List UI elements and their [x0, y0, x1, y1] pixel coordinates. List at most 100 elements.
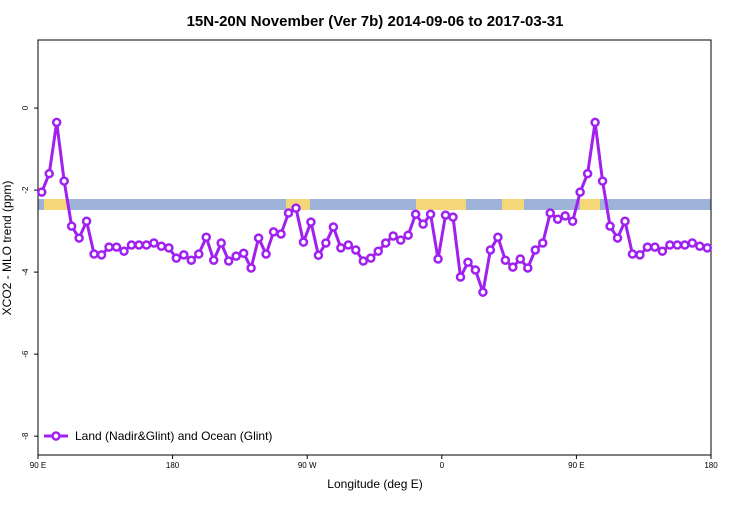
- x-tick-label: 180: [166, 461, 180, 470]
- y-tick-label: -8: [21, 432, 30, 440]
- land-patch: [502, 199, 524, 210]
- data-point: [283, 208, 294, 218]
- y-tick-label: 0: [21, 105, 30, 110]
- data-point: [597, 176, 608, 186]
- data-point: [455, 272, 466, 282]
- data-point: [194, 249, 204, 259]
- data-point: [156, 241, 167, 252]
- data-point: [89, 249, 99, 259]
- data-point: [276, 229, 286, 239]
- data-point: [119, 246, 129, 256]
- data-point: [657, 246, 668, 256]
- data-point: [306, 217, 316, 227]
- data-point: [687, 238, 698, 248]
- data-point: [575, 187, 585, 197]
- data-point: [627, 249, 638, 259]
- data-point: [134, 240, 144, 250]
- y-axis-label: XCO2 - MLO trend (ppm): [0, 181, 14, 316]
- x-tick-label: 90 W: [298, 461, 317, 470]
- data-point: [66, 221, 77, 231]
- data-point: [425, 209, 436, 220]
- data-point: [321, 238, 331, 248]
- data-point: [403, 230, 413, 240]
- data-point: [612, 233, 623, 243]
- data-point: [538, 238, 548, 248]
- legend-label: Land (Nadir&Glint) and Ocean (Glint): [75, 429, 272, 443]
- data-point: [59, 176, 69, 186]
- data-point: [478, 287, 488, 297]
- data-point: [702, 243, 713, 253]
- data-point: [500, 255, 511, 265]
- data-point: [695, 241, 705, 252]
- data-point: [672, 240, 683, 250]
- data-point: [126, 240, 137, 250]
- data-point: [650, 242, 660, 252]
- data-point: [523, 263, 533, 273]
- data-point: [171, 253, 182, 263]
- data-point: [493, 232, 503, 242]
- data-point: [463, 257, 473, 268]
- data-point: [216, 238, 226, 248]
- data-point: [545, 208, 555, 218]
- data-point: [74, 233, 84, 243]
- data-point: [582, 168, 593, 179]
- data-point: [351, 245, 361, 255]
- data-point: [253, 233, 264, 243]
- data-point: [605, 221, 615, 231]
- y-tick-label: -2: [21, 186, 30, 194]
- data-point: [141, 240, 152, 250]
- data-point: [343, 240, 354, 250]
- data-point: [530, 245, 541, 255]
- data-point: [298, 237, 309, 247]
- data-point: [448, 212, 458, 222]
- data-point: [186, 255, 197, 265]
- data-point: [328, 222, 339, 232]
- data-point: [418, 219, 428, 229]
- data-point: [291, 203, 301, 213]
- legend-marker: [51, 431, 61, 441]
- chart-title: 15N-20N November (Ver 7b) 2014-09-06 to …: [187, 13, 564, 30]
- data-point: [179, 250, 189, 260]
- land-patch: [44, 199, 68, 210]
- land-mask: [38, 199, 711, 210]
- data-point: [642, 242, 653, 252]
- data-point: [440, 210, 451, 220]
- data-point: [149, 238, 159, 248]
- data-point: [358, 256, 369, 266]
- land-patch: [580, 199, 600, 210]
- data-point: [388, 231, 398, 241]
- ocean-band: [38, 199, 711, 210]
- data-point: [366, 253, 376, 263]
- data-point: [665, 240, 675, 250]
- data-point: [261, 249, 271, 259]
- data-point: [515, 254, 526, 264]
- data-point: [81, 216, 92, 227]
- data-point: [635, 250, 645, 260]
- data-point: [223, 256, 234, 266]
- data-point: [246, 263, 256, 273]
- data-point: [208, 255, 219, 265]
- data-point: [373, 246, 383, 256]
- data-point: [380, 238, 391, 248]
- data-point: [51, 117, 62, 128]
- data-point: [560, 211, 570, 221]
- data-point: [268, 227, 279, 237]
- data-point: [552, 214, 563, 224]
- data-point: [231, 251, 241, 261]
- y-tick-label: -6: [21, 350, 30, 358]
- data-point: [104, 242, 114, 252]
- data-point: [590, 117, 600, 128]
- data-point: [395, 235, 406, 245]
- x-tick-label: 90 E: [30, 461, 46, 470]
- data-point: [36, 187, 47, 197]
- data-point: [238, 248, 249, 258]
- data-point: [680, 240, 690, 250]
- data-point: [164, 243, 174, 253]
- data-point: [433, 254, 443, 264]
- data-point: [44, 168, 54, 179]
- data-point: [96, 250, 107, 260]
- land-patch: [416, 199, 466, 210]
- data-point: [485, 245, 496, 255]
- x-tick-label: 90 E: [568, 461, 584, 470]
